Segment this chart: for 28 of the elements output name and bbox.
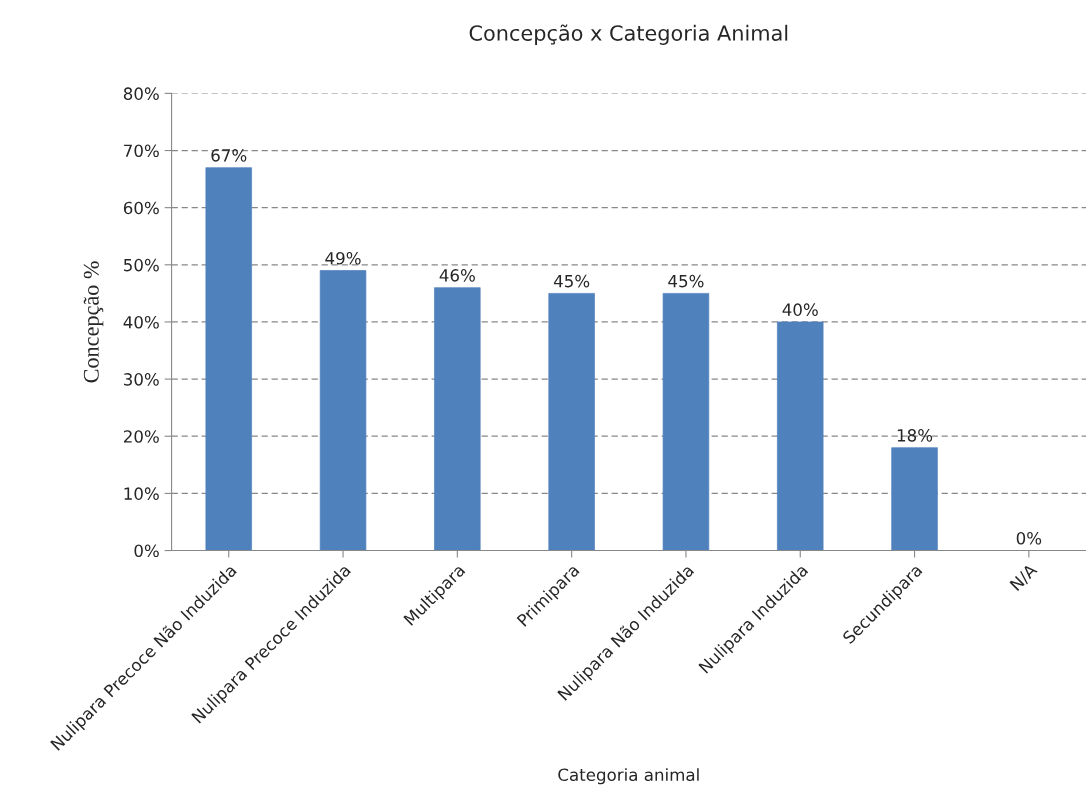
y-tick-label: 40% <box>123 315 159 329</box>
bar <box>434 287 481 551</box>
bar <box>319 270 367 551</box>
x-axis-title: Categoria animal <box>558 768 699 785</box>
data-label: 46% <box>439 269 475 282</box>
chart-title: Concepção x Categoria Animal <box>469 24 788 45</box>
data-label: 40% <box>782 303 818 316</box>
data-label: 18% <box>897 429 933 442</box>
data-label: 49% <box>325 251 361 265</box>
data-label: 67% <box>211 149 247 162</box>
bar <box>205 167 252 551</box>
bar <box>777 321 824 551</box>
y-tick-label: 70% <box>124 144 159 158</box>
data-label: 0% <box>1016 531 1042 545</box>
y-axis-title: Concepção % <box>83 261 104 383</box>
bar <box>662 293 710 551</box>
data-label: 45% <box>668 274 704 288</box>
bar <box>548 293 595 551</box>
y-tick-label: 30% <box>124 373 159 386</box>
y-tick-label: 50% <box>124 258 159 272</box>
data-label: 45% <box>553 274 590 288</box>
y-tick-label: 0% <box>134 544 159 558</box>
bar <box>891 447 938 551</box>
y-tick-label: 60% <box>123 201 159 215</box>
y-tick-label: 10% <box>124 487 159 500</box>
x-tick-label: N/A <box>1009 562 1039 593</box>
y-tick-label: 20% <box>123 430 159 443</box>
y-tick-label: 80% <box>123 87 159 100</box>
